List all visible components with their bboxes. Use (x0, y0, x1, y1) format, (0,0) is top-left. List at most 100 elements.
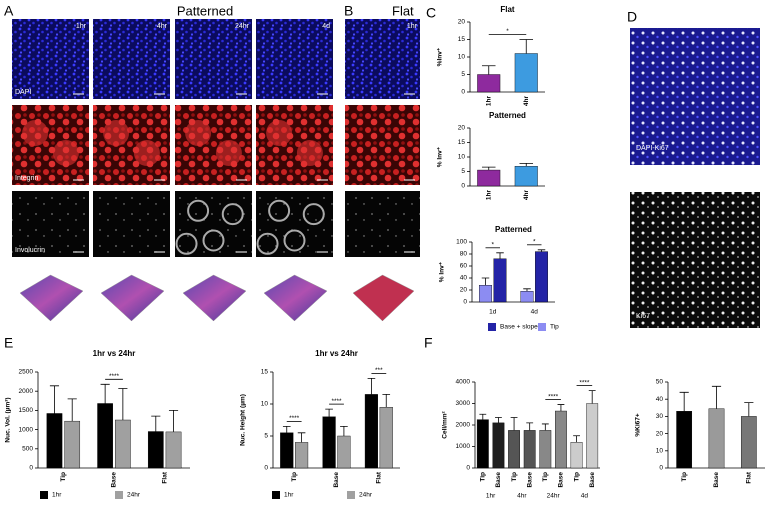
micrograph (256, 105, 333, 185)
bar (570, 442, 583, 469)
error-bar (519, 162, 534, 167)
legend-label: 24hr (127, 492, 141, 499)
render-3d (263, 274, 328, 322)
header: Flat (392, 3, 414, 18)
bar (508, 430, 520, 469)
error-bar (282, 426, 291, 433)
ring (302, 203, 325, 226)
bar (147, 431, 164, 469)
blob (185, 120, 212, 146)
x-tick-label: 1hr (485, 96, 492, 107)
error-bar (537, 249, 546, 252)
x-tick-label: Base (713, 472, 720, 488)
micrograph (256, 19, 333, 99)
error-bar (557, 404, 565, 412)
image-label: 4d (322, 23, 330, 30)
image-label: DAPI-Ki67 (636, 145, 669, 152)
y-tick-label: 0 (29, 465, 33, 472)
micrograph (630, 28, 760, 165)
x-tick-label: Flat (746, 471, 753, 483)
y-tick-label: 1000 (19, 426, 34, 433)
bar (523, 430, 536, 469)
y-axis-label: %Ki67+ (635, 413, 642, 437)
significance: * (491, 242, 494, 249)
image-label: 4hr (157, 23, 168, 30)
significance: **** (109, 373, 120, 380)
error-bar (510, 417, 518, 431)
error-bar (340, 426, 348, 436)
y-tick-label: 10 (261, 401, 269, 408)
y-tick-label: 30 (656, 413, 664, 420)
image-label: 1hr (76, 23, 87, 30)
x-tick-label: Base (495, 472, 502, 488)
micrograph (345, 105, 420, 185)
legend-swatch (40, 491, 48, 499)
error-bar (526, 422, 534, 431)
bar (539, 430, 552, 469)
legend-swatch (538, 323, 546, 331)
header: Patterned (177, 3, 233, 18)
y-tick-label: 5 (461, 168, 465, 175)
y-tick-label: 0 (463, 299, 467, 306)
y-axis-label: %Inv⁺ (437, 47, 444, 66)
panel-label: B (344, 3, 353, 19)
y-tick-label: 10 (656, 448, 664, 455)
group-label: 24hr (547, 493, 561, 500)
render-3d (19, 274, 84, 322)
panel-label: E (4, 335, 13, 351)
significance: **** (331, 398, 342, 405)
ring (175, 232, 198, 255)
error-bar (325, 408, 333, 417)
legend-swatch (115, 491, 123, 499)
ring (221, 203, 244, 226)
blob (296, 140, 323, 166)
panel-label: F (424, 335, 433, 351)
legend-label: Tip (550, 324, 559, 331)
image-label: Integrin (15, 175, 38, 182)
panel-label: C (426, 5, 436, 21)
chart-title: Patterned (495, 225, 532, 234)
legend-label: 1hr (52, 492, 62, 499)
y-tick-label: 10 (458, 154, 466, 161)
image-label: DAPI (15, 89, 31, 96)
group-label: 4hr (517, 493, 527, 500)
significance: * (506, 28, 509, 35)
y-tick-label: 5 (461, 71, 465, 78)
y-tick-label: 0 (659, 465, 663, 472)
panel-label: D (627, 9, 637, 25)
y-tick-label: 10 (458, 54, 466, 61)
y-tick-label: 20 (460, 287, 468, 294)
y-tick-label: 20 (458, 125, 466, 132)
bar (337, 435, 351, 469)
x-tick-label: Tip (291, 472, 298, 482)
blob (266, 120, 293, 146)
micrograph (256, 191, 333, 257)
y-tick-label: 0 (466, 465, 470, 472)
error-bar (541, 423, 549, 431)
error-bar (744, 402, 754, 417)
render-3d (182, 274, 247, 322)
y-tick-label: 20 (458, 19, 466, 26)
legend-swatch (347, 491, 355, 499)
error-bar (382, 394, 391, 408)
x-tick-label: Tip (542, 472, 549, 482)
x-tick-label: Tip (60, 472, 67, 482)
y-tick-label: 40 (460, 275, 468, 282)
significance: *** (375, 367, 383, 374)
bar (676, 411, 693, 469)
y-tick-label: 50 (656, 379, 664, 386)
significance: **** (548, 393, 559, 400)
error-bar (588, 390, 596, 404)
y-tick-label: 1500 (19, 407, 34, 414)
micrograph (93, 105, 170, 185)
image-label: 1hr (407, 23, 418, 30)
bar (479, 285, 492, 303)
micrograph (12, 191, 89, 257)
error-bar (49, 385, 60, 414)
ring (202, 229, 225, 252)
x-tick-label: Base (589, 472, 596, 488)
y-tick-label: 500 (22, 446, 33, 453)
x-tick-label: Flat (161, 471, 168, 483)
bar (514, 166, 538, 187)
y-tick-label: 80 (460, 251, 468, 258)
